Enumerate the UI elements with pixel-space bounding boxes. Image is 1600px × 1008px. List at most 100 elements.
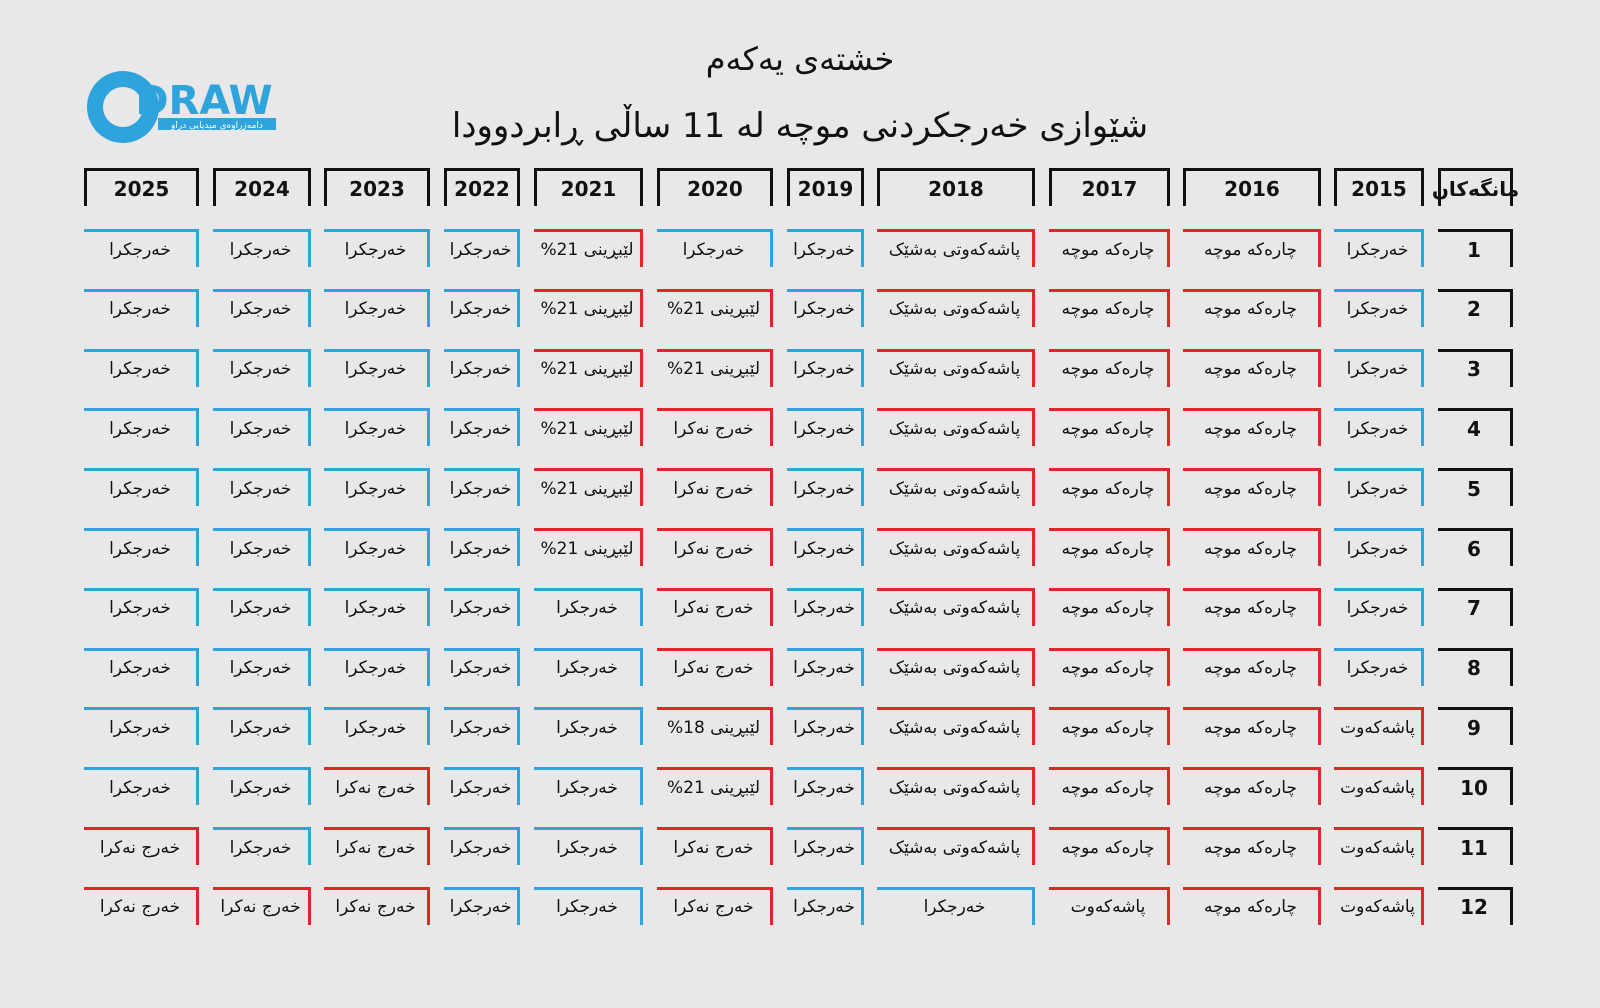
table-cell: چارەکە موچە — [1183, 647, 1321, 686]
table-cell: خەرجکرا — [84, 767, 199, 806]
table-cell: خەرجکرا — [324, 707, 430, 746]
table-cell: خەرجکرا — [444, 229, 520, 267]
table-cell: پاشەکەوتی بەشێک — [877, 229, 1035, 267]
logo-band — [158, 118, 276, 130]
column-header: 2025 — [84, 168, 199, 206]
table-cell: چارەکە موچە — [1183, 468, 1321, 507]
table-cell: پاشەکەوتی بەشێک — [877, 528, 1035, 566]
month-cell: 5 — [1438, 468, 1513, 507]
table-cell: خەرج نەکرا — [657, 528, 773, 566]
table-cell: خەرجکرا — [84, 528, 199, 566]
table-cell: چارەکە موچە — [1183, 528, 1321, 566]
table-cell: خەرجکرا — [84, 288, 199, 327]
table-cell: خەرجکرا — [84, 647, 199, 686]
table-cell: لێبڕینی 21% — [657, 288, 773, 327]
table-cell: چارەکە موچە — [1049, 647, 1170, 686]
table-cell: پاشەکەوتی بەشێک — [877, 348, 1035, 387]
table-cell: خەرجکرا — [1334, 528, 1424, 566]
table-cell: خەرجکرا — [657, 229, 773, 267]
table-cell: خەرجکرا — [84, 707, 199, 746]
table-cell: خەرجکرا — [534, 827, 643, 865]
table-cell: خەرجکرا — [787, 528, 864, 566]
logo-text: DRAW — [135, 78, 272, 124]
table-cell: خەرجکرا — [213, 827, 311, 865]
table-cell: چارەکە موچە — [1049, 288, 1170, 327]
table-cell: خەرجکرا — [534, 647, 643, 686]
table-cell: خەرجکرا — [444, 767, 520, 806]
table-cell: خەرجکرا — [324, 468, 430, 507]
table-cell: خەرجکرا — [1334, 468, 1424, 507]
table-cell: خەرجکرا — [213, 587, 311, 626]
table-cell: خەرجکرا — [1334, 288, 1424, 327]
table-cell: چارەکە موچە — [1183, 229, 1321, 267]
column-header: 2016 — [1183, 168, 1321, 206]
table-cell: چارەکە موچە — [1183, 348, 1321, 387]
table-cell: خەرجکرا — [534, 767, 643, 806]
table-cell: خەرجکرا — [444, 528, 520, 566]
table-cell: پاشەکەوتی بەشێک — [877, 767, 1035, 806]
table-cell: پاشەکەوتی بەشێک — [877, 707, 1035, 746]
table-cell: خەرجکرا — [534, 587, 643, 626]
month-cell: 12 — [1438, 886, 1513, 925]
table-cell: خەرجکرا — [324, 647, 430, 686]
table-cell: خەرجکرا — [787, 827, 864, 865]
table-cell: چارەکە موچە — [1183, 767, 1321, 806]
table-cell: خەرجکرا — [787, 647, 864, 686]
table-cell: خەرجکرا — [787, 707, 864, 746]
table-cell: خەرجکرا — [787, 767, 864, 806]
table-cell: چارەکە موچە — [1049, 827, 1170, 865]
table-cell: چارەکە موچە — [1183, 827, 1321, 865]
table-cell: چارەکە موچە — [1049, 528, 1170, 566]
column-header: مانگەکان — [1432, 168, 1519, 206]
column-header: 2019 — [787, 168, 864, 206]
column-header: 2020 — [657, 168, 773, 206]
column-header: 2017 — [1049, 168, 1170, 206]
table-cell: پاشەکەوتی بەشێک — [877, 647, 1035, 686]
table-cell: پاشەکەوتی بەشێک — [877, 408, 1035, 447]
table-cell: پاشەکەوتی بەشێک — [877, 587, 1035, 626]
table-cell: پاشەکەوتی بەشێک — [877, 468, 1035, 507]
column-header: 2021 — [534, 168, 643, 206]
table-cell: خەرجکرا — [213, 288, 311, 327]
table-cell: پاشەکەوتی بەشێک — [877, 288, 1035, 327]
table-cell: خەرجکرا — [1334, 647, 1424, 686]
table-cell: خەرجکرا — [213, 528, 311, 566]
table-cell: خەرج نەکرا — [657, 468, 773, 507]
column-header: 2018 — [877, 168, 1035, 206]
month-cell: 11 — [1438, 827, 1513, 865]
table-cell: پاشەکەوت — [1334, 886, 1424, 925]
table-cell: لێبڕینی 21% — [534, 288, 643, 327]
table-cell: خەرجکرا — [787, 886, 864, 925]
table-cell: خەرجکرا — [534, 886, 643, 925]
table-cell: چارەکە موچە — [1049, 587, 1170, 626]
table-cell: چارەکە موچە — [1183, 886, 1321, 925]
table-cell: لێبڕینی 21% — [657, 767, 773, 806]
table-cell: خەرجکرا — [213, 647, 311, 686]
table-cell: خەرجکرا — [213, 707, 311, 746]
table-cell: پاشەکەوت — [1334, 767, 1424, 806]
month-cell: 6 — [1438, 528, 1513, 566]
table-cell: خەرج نەکرا — [213, 886, 311, 925]
table-cell: چارەکە موچە — [1049, 468, 1170, 507]
table-cell: خەرجکرا — [787, 348, 864, 387]
table-cell: چارەکە موچە — [1183, 408, 1321, 447]
table-cell: خەرج نەکرا — [324, 827, 430, 865]
table-cell: خەرجکرا — [324, 587, 430, 626]
logo-tagline: دامەزراوەی میدیایی دراو — [170, 121, 263, 131]
table-cell: خەرجکرا — [877, 886, 1035, 925]
table-cell: خەرجکرا — [444, 288, 520, 327]
table-cell: پاشەکەوت — [1334, 707, 1424, 746]
table-cell: خەرجکرا — [84, 348, 199, 387]
table-cell: خەرجکرا — [444, 587, 520, 626]
table-cell: خەرجکرا — [444, 647, 520, 686]
table-cell: خەرجکرا — [534, 707, 643, 746]
table-cell: خەرجکرا — [444, 707, 520, 746]
table-cell: چارەکە موچە — [1049, 767, 1170, 806]
table-cell: خەرجکرا — [787, 229, 864, 267]
table-cell: خەرجکرا — [444, 408, 520, 447]
table-cell: خەرجکرا — [787, 468, 864, 507]
month-cell: 7 — [1438, 587, 1513, 626]
table-cell: خەرج نەکرا — [324, 767, 430, 806]
table-cell: خەرجکرا — [213, 348, 311, 387]
